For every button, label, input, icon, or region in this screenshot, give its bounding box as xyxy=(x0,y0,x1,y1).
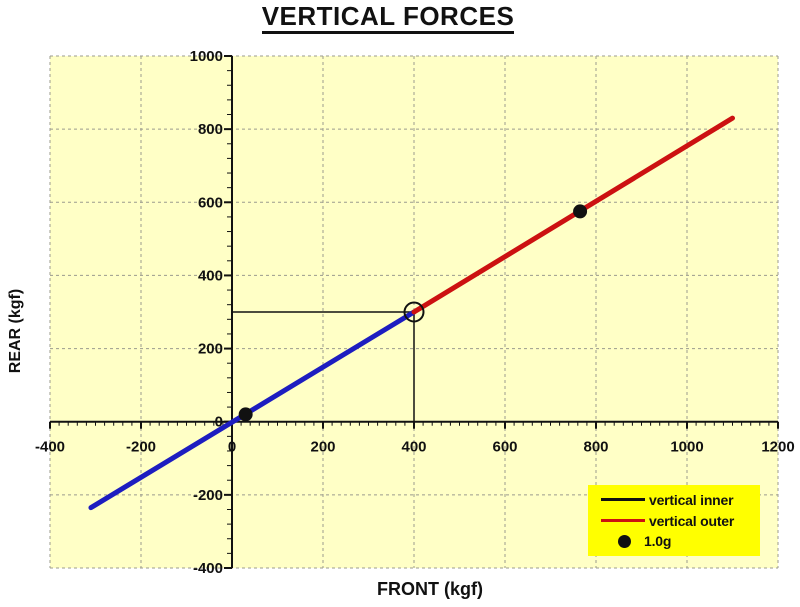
y-tick-label: 800 xyxy=(198,121,223,138)
open-circle-marker xyxy=(403,301,425,323)
x-tick-label: 0 xyxy=(228,439,236,456)
x-tick-label: 400 xyxy=(401,439,426,456)
legend-label-1g: 1.0g xyxy=(644,533,672,550)
legend-line-swatch-inner xyxy=(601,498,645,502)
chart-title-text: VERTICAL FORCES xyxy=(261,1,515,34)
x-tick-label: 600 xyxy=(492,439,517,456)
y-tick-label: 200 xyxy=(198,341,223,358)
marker-1.0g xyxy=(573,204,588,219)
legend-item-vertical-outer: vertical outer xyxy=(601,512,754,530)
x-tick-label: -400 xyxy=(35,439,65,456)
legend-item-vertical-inner: vertical inner xyxy=(601,491,754,509)
series-line-vertical-outer xyxy=(411,115,735,315)
x-axis-title: FRONT (kgf) xyxy=(377,579,483,599)
y-tick-label: -200 xyxy=(193,487,223,504)
x-tick-label: -200 xyxy=(126,439,156,456)
legend-dot-swatch-1g xyxy=(618,534,631,548)
y-tick-label: -400 xyxy=(193,560,223,577)
x-tick-label: 200 xyxy=(310,439,335,456)
chart-title: VERTICAL FORCES xyxy=(0,1,776,34)
legend-item-1g: 1.0g xyxy=(601,532,754,550)
y-tick-label: 400 xyxy=(198,267,223,284)
x-tick-label: 800 xyxy=(583,439,608,456)
legend-label-vertical-outer: vertical outer xyxy=(649,512,735,529)
legend: vertical inner vertical outer 1.0g xyxy=(588,485,760,556)
y-axis-title: REAR (kgf) xyxy=(7,288,24,374)
x-tick-label: 1200 xyxy=(761,439,794,456)
y-tick-label: 0 xyxy=(215,414,223,431)
legend-label-vertical-inner: vertical inner xyxy=(649,491,734,508)
y-tick-label: 600 xyxy=(198,194,223,211)
y-tick-label: 1000 xyxy=(190,48,223,65)
legend-line-swatch-outer xyxy=(601,519,645,522)
series-line-vertical-inner xyxy=(88,309,417,511)
marker-1.0g xyxy=(238,407,253,422)
x-tick-label: 1000 xyxy=(670,439,703,456)
